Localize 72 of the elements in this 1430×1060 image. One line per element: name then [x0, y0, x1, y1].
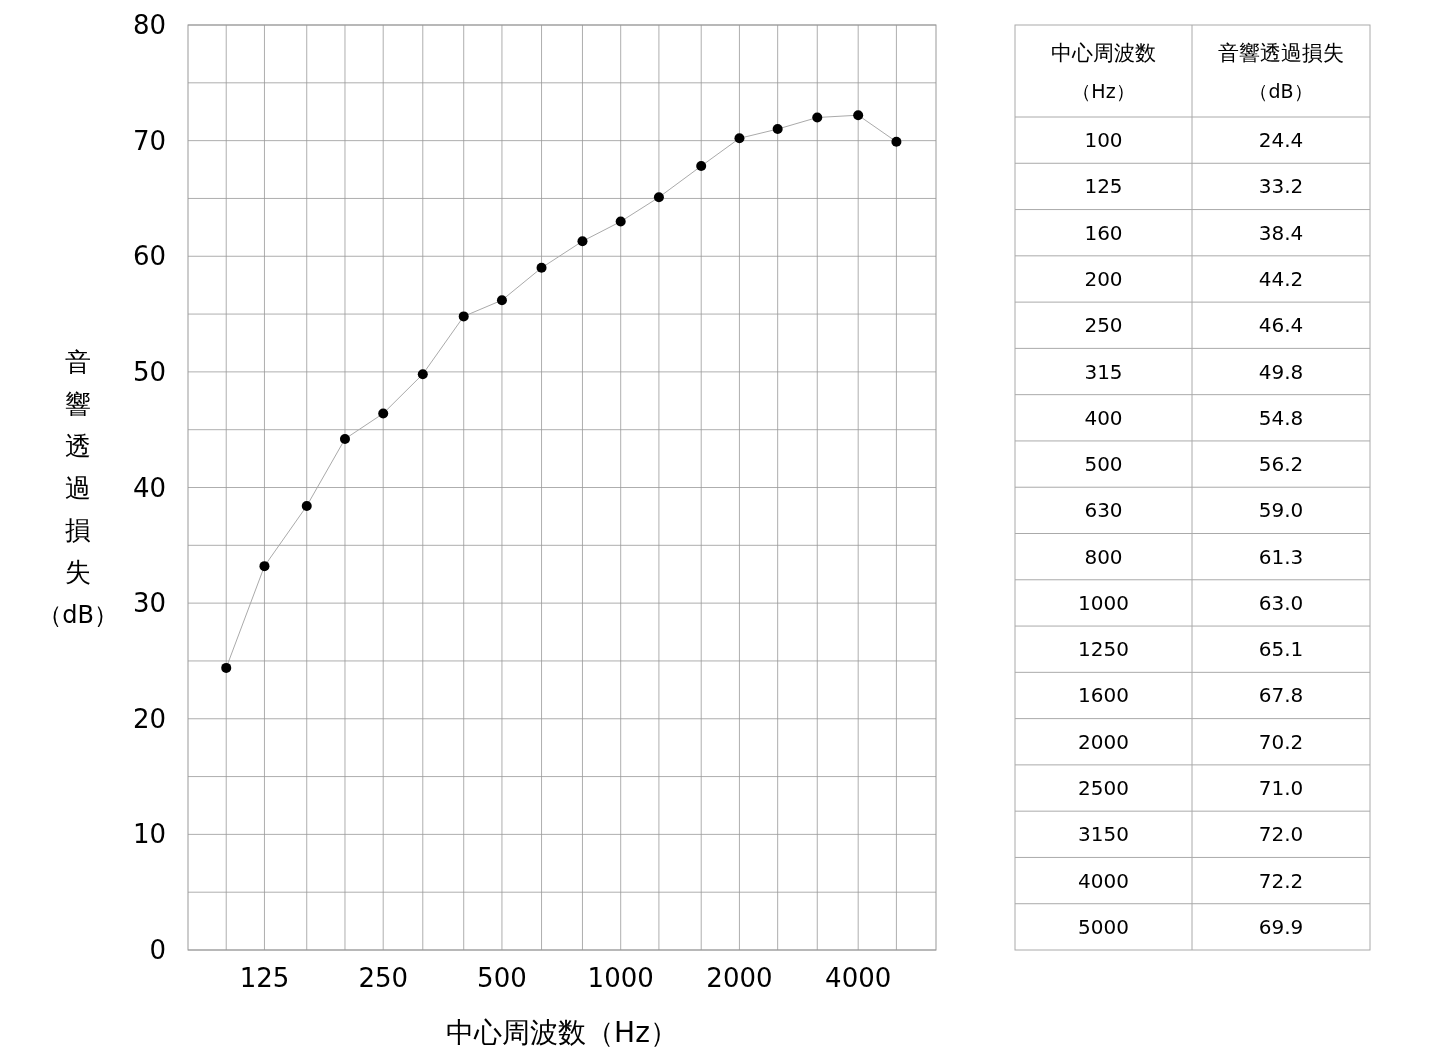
y-tick-label: 40 [132, 472, 166, 503]
category-label: 2000 [1078, 729, 1129, 754]
data-label: 65.1 [1258, 637, 1304, 662]
x-tick-label: 1000 [587, 963, 654, 993]
data-label: 44.2 [1258, 266, 1304, 291]
point [301, 501, 312, 511]
data-label: 38.4 [1258, 220, 1304, 245]
point [259, 561, 270, 572]
point [221, 662, 232, 673]
category-label: 2500 [1078, 776, 1129, 801]
data-label: 72.2 [1258, 868, 1304, 893]
point [615, 216, 626, 227]
category-label: 1600 [1078, 683, 1129, 708]
point [891, 136, 902, 147]
category-label: 200 [1084, 266, 1123, 291]
text: 中心周波数（Hz） [1051, 41, 1156, 102]
category-label: 1000 [1078, 590, 1129, 615]
category-label: 400 [1084, 405, 1123, 430]
x-tick-label: 250 [358, 963, 409, 993]
point [653, 192, 664, 203]
category-label: 500 [1084, 452, 1123, 477]
y-tick-label: 70 [132, 125, 166, 156]
point [496, 295, 507, 306]
x-tick-label: 4000 [825, 963, 892, 993]
data-label: 54.8 [1258, 405, 1304, 430]
point [734, 133, 745, 144]
y-tick-label: 50 [132, 356, 166, 387]
y-tick-label: 10 [132, 819, 166, 850]
point [417, 369, 428, 380]
y-axis-title: 音響透過損失（dB） [38, 347, 118, 629]
data-label: 71.0 [1258, 776, 1304, 801]
point [772, 124, 783, 135]
y-tick-label: 80 [132, 10, 166, 40]
point [536, 262, 547, 273]
x-tick-label: 2000 [706, 963, 773, 993]
data-label: 70.2 [1258, 729, 1304, 754]
category-label: 1250 [1078, 637, 1129, 662]
category-label: 125 [1084, 174, 1123, 199]
data-label: 72.0 [1258, 822, 1304, 847]
y-tick-label: 60 [132, 241, 166, 272]
data-label: 49.8 [1258, 359, 1304, 384]
point [812, 112, 823, 123]
category-label: 800 [1084, 544, 1123, 569]
category-label: 4000 [1078, 868, 1129, 893]
point [853, 110, 864, 121]
category-label: 100 [1084, 128, 1123, 153]
text: 音響透過損失（dB） [1218, 41, 1344, 102]
data-label: 46.4 [1258, 313, 1304, 338]
data-label: 69.9 [1258, 914, 1304, 939]
category-label: 160 [1084, 220, 1123, 245]
data-label: 59.0 [1258, 498, 1304, 523]
data-label: 63.0 [1258, 590, 1304, 615]
category-label: 3150 [1078, 822, 1129, 847]
point [378, 408, 389, 419]
point [577, 236, 588, 247]
category-label: 315 [1084, 359, 1123, 384]
data-label: 56.2 [1258, 452, 1304, 477]
data-label: 33.2 [1258, 174, 1304, 199]
data-label: 61.3 [1258, 544, 1304, 569]
x-axis-title: 中心周波数（Hz） [446, 1016, 678, 1049]
y-tick-label: 0 [149, 935, 166, 965]
data-label: 24.4 [1258, 128, 1304, 153]
x-tick-label: 125 [239, 963, 290, 993]
category-label: 630 [1084, 498, 1123, 523]
category-label: 5000 [1078, 914, 1129, 939]
x-tick-label: 500 [477, 963, 527, 993]
y-tick-label: 20 [132, 703, 166, 734]
data-label: 67.8 [1258, 683, 1304, 708]
point [458, 311, 469, 322]
point [339, 433, 350, 444]
y-tick-label: 30 [132, 588, 166, 619]
category-label: 250 [1084, 313, 1123, 338]
